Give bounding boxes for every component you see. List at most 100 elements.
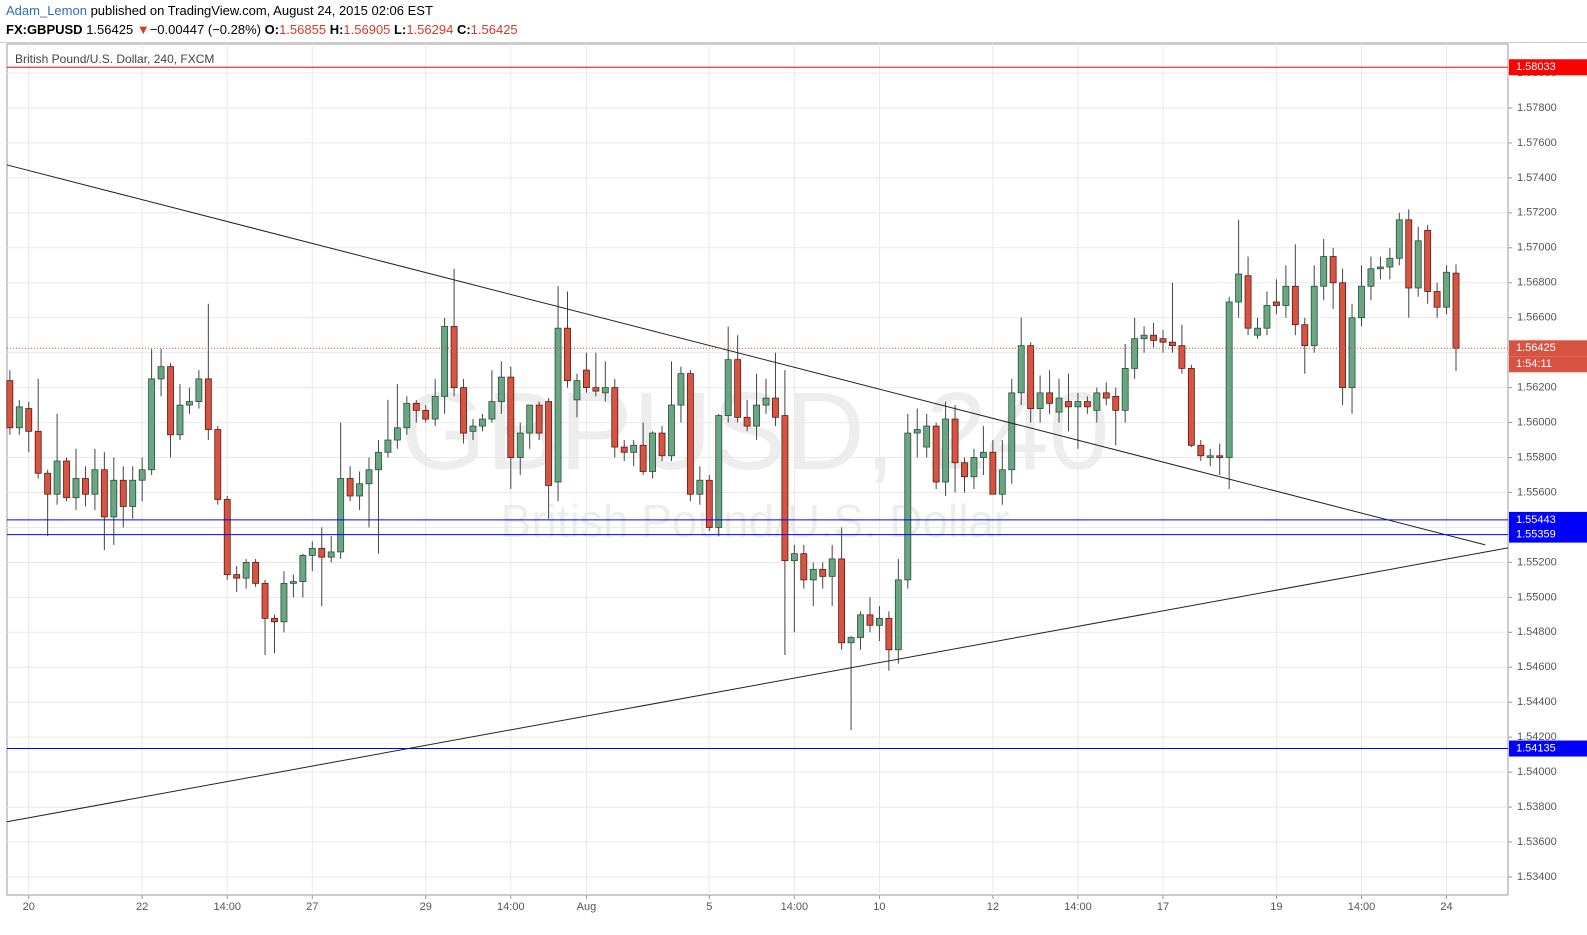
- x-tick-label: Aug: [577, 901, 597, 913]
- candle-body: [1329, 256, 1337, 284]
- candle-body: [412, 402, 420, 411]
- candle-body: [857, 614, 864, 638]
- candle-body: [686, 373, 694, 495]
- candle-body: [1433, 291, 1441, 308]
- candle-body: [564, 327, 571, 382]
- candle-body: [233, 574, 241, 579]
- candle-body: [138, 469, 146, 481]
- header-line: FX:GBPUSD 1.56425 ▼−0.00447 (−0.28%) O:1…: [6, 22, 518, 37]
- candle-body: [894, 579, 902, 651]
- candle-body: [186, 401, 193, 406]
- candle-body: [129, 479, 137, 507]
- y-tick-label: 1.53600: [1517, 836, 1557, 848]
- candle-body: [1301, 324, 1309, 347]
- trend-line: [6, 164, 1486, 546]
- candle-body: [1263, 305, 1271, 329]
- candle-body: [327, 551, 335, 558]
- candle-body: [6, 380, 14, 429]
- candle-body: [384, 439, 392, 453]
- candle-body: [1282, 285, 1290, 306]
- y-tick-label: 1.54400: [1517, 696, 1557, 708]
- candle-body: [318, 548, 326, 558]
- candle-body: [932, 425, 940, 483]
- candle-body: [1197, 444, 1205, 457]
- candle-body: [942, 418, 950, 483]
- o-label: O:: [264, 22, 280, 37]
- candle-body: [554, 327, 562, 483]
- y-tick-label: 1.56000: [1517, 416, 1557, 428]
- chart-title: British Pound/U.S. Dollar, 240, FXCM: [15, 52, 214, 66]
- candle-body: [724, 359, 732, 416]
- candle-body: [1310, 285, 1318, 347]
- candle-body: [970, 457, 978, 478]
- candle-body: [1083, 401, 1091, 408]
- candle-body: [1093, 392, 1101, 411]
- c-value: 1.56425: [470, 22, 518, 37]
- candle-body: [403, 402, 411, 429]
- candle-body: [601, 387, 609, 394]
- candle-body: [828, 558, 836, 577]
- o-value: 1.56855: [279, 22, 327, 37]
- candle-body: [573, 380, 581, 401]
- y-tick-label: 1.55800: [1517, 451, 1557, 463]
- candle-body: [1235, 273, 1243, 303]
- candle-body: [715, 415, 723, 528]
- candle-body: [148, 378, 156, 471]
- y-tick-label: 1.55600: [1517, 486, 1557, 498]
- candle-body: [441, 326, 449, 397]
- candle-body: [639, 444, 647, 472]
- candle-body: [658, 432, 666, 457]
- y-tick-label: 1.53800: [1517, 801, 1557, 813]
- candle-body: [214, 429, 222, 500]
- level-label: 1.55359: [1516, 529, 1556, 541]
- x-tick-label: 27: [306, 901, 318, 913]
- candle-body: [375, 451, 382, 471]
- candle-body: [1169, 341, 1176, 347]
- level-label: [1509, 511, 1587, 528]
- candle-body: [1225, 301, 1233, 458]
- y-tick-label: 1.54800: [1517, 626, 1557, 638]
- candle-body: [72, 478, 80, 499]
- candle-body: [1046, 392, 1053, 404]
- trend-line: [6, 547, 1509, 823]
- candle-body: [1339, 282, 1347, 389]
- candle-body: [961, 462, 968, 478]
- candle-body: [308, 548, 316, 556]
- header-line: Adam_Lemon published on TradingView.com,…: [6, 3, 433, 18]
- candle-body: [204, 378, 212, 430]
- candle-body: [91, 469, 99, 495]
- level-label: [1509, 526, 1587, 543]
- x-tick-label: 17: [1157, 901, 1169, 913]
- candle-body: [1055, 397, 1063, 413]
- candle-body: [876, 617, 883, 626]
- candle-body: [1424, 229, 1432, 292]
- candle-body: [63, 460, 70, 499]
- price: 1.56425: [86, 22, 134, 37]
- l-value: 1.56294: [406, 22, 454, 37]
- y-tick-label: 1.53400: [1517, 871, 1557, 883]
- candle-body: [885, 617, 893, 651]
- candle-body: [157, 366, 165, 380]
- candle-body: [1443, 271, 1450, 308]
- candle-body: [82, 478, 89, 495]
- author-link[interactable]: Adam_Lemon: [6, 3, 87, 18]
- x-tick-label: 14:00: [1064, 901, 1092, 913]
- candle-body: [34, 430, 42, 474]
- candle-body: [592, 387, 600, 392]
- candle-body: [1178, 345, 1186, 369]
- x-tick-label: 19: [1270, 901, 1282, 913]
- candle-body: [261, 582, 269, 619]
- candle-body: [611, 387, 619, 448]
- y-tick-label: 1.56200: [1517, 382, 1557, 394]
- candle-body: [1405, 219, 1413, 289]
- candle-body: [1074, 401, 1082, 408]
- candle-body: [431, 395, 439, 420]
- candle-body: [1358, 285, 1365, 319]
- countdown-label: 1:54:11: [1516, 358, 1552, 370]
- candle-body: [696, 479, 704, 495]
- candle-body: [951, 418, 959, 464]
- candle-body: [100, 469, 108, 518]
- candle-body: [479, 418, 486, 427]
- candle-body: [989, 451, 997, 495]
